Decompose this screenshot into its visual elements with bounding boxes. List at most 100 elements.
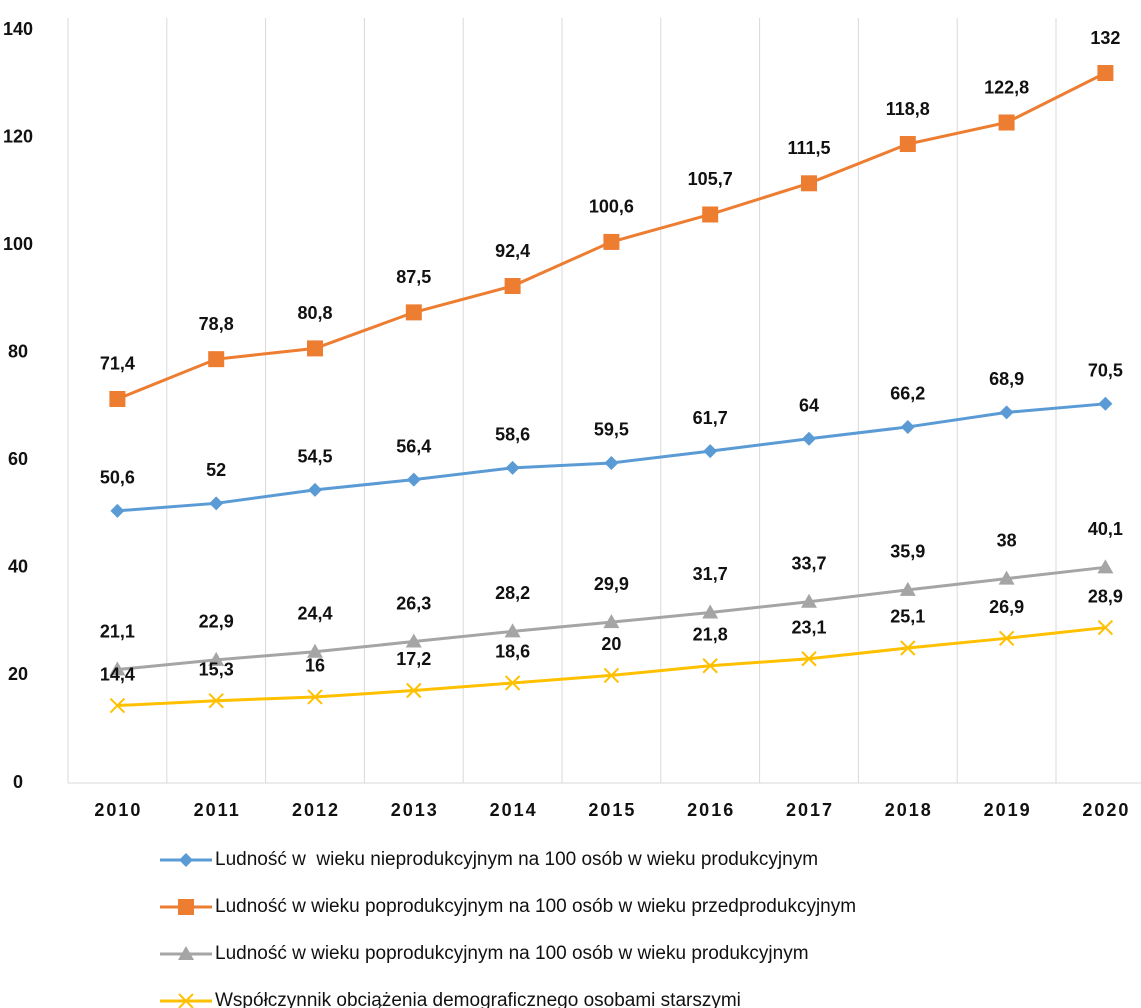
point — [307, 340, 323, 357]
point — [604, 455, 619, 470]
data-label: 111,5 — [787, 138, 830, 158]
data-label: 31,7 — [693, 564, 728, 584]
point — [406, 472, 421, 487]
data-label: 70,5 — [1088, 361, 1123, 381]
x-tick-label: 2014 — [490, 800, 538, 820]
data-label: 33,7 — [791, 553, 826, 573]
point — [899, 581, 916, 596]
data-label: 80,8 — [297, 303, 332, 323]
x-tick-label: 2018 — [885, 800, 933, 820]
data-label: 20 — [601, 634, 621, 654]
data-label: 29,9 — [594, 574, 629, 594]
data-label: 50,6 — [100, 468, 135, 488]
data-label: 92,4 — [495, 241, 530, 261]
point — [702, 206, 719, 223]
data-label: 66,2 — [890, 384, 925, 404]
data-label: 18,6 — [495, 642, 530, 662]
point — [703, 444, 718, 459]
data-label: 64 — [799, 396, 819, 416]
point — [900, 640, 916, 656]
data-label: 38 — [997, 530, 1017, 550]
data-label: 16 — [305, 656, 325, 676]
data-label: 17,2 — [396, 649, 431, 669]
point — [1097, 619, 1114, 636]
point — [110, 503, 125, 518]
data-label: 35,9 — [890, 542, 925, 562]
x-tick-label: 2010 — [94, 800, 142, 820]
x-tick-label: 2012 — [292, 800, 340, 820]
point — [801, 651, 817, 667]
legend-label: Ludność w wieku poprodukcyjnym na 100 os… — [215, 943, 809, 964]
point — [801, 175, 817, 192]
data-label: 25,1 — [890, 607, 925, 627]
point — [998, 630, 1015, 647]
x-tick-label: 2020 — [1082, 800, 1130, 820]
y-tick-label: 100 — [3, 234, 33, 254]
point — [899, 136, 916, 153]
point — [405, 304, 422, 321]
point — [208, 693, 224, 709]
point — [603, 614, 620, 629]
legend-label: Współczynnik obciążenia demograficznego … — [215, 990, 741, 1008]
data-label: 68,9 — [989, 369, 1024, 389]
data-label: 26,3 — [396, 593, 431, 613]
data-label: 54,5 — [297, 447, 332, 467]
data-label: 21,8 — [693, 624, 728, 644]
point — [505, 460, 520, 475]
point — [1097, 559, 1114, 574]
data-label: 26,9 — [989, 597, 1024, 617]
x-tick-label: 2015 — [588, 800, 636, 820]
x-tick-label: 2016 — [687, 800, 735, 820]
point — [209, 496, 224, 511]
legend-marker — [178, 899, 194, 915]
y-tick-label: 140 — [3, 19, 33, 39]
point — [603, 667, 620, 684]
data-label: 22,9 — [199, 612, 234, 632]
data-label: 132 — [1090, 28, 1120, 48]
point — [702, 658, 718, 674]
data-label: 87,5 — [396, 267, 431, 287]
data-label: 52 — [206, 460, 226, 480]
point — [109, 661, 126, 676]
data-label: 40,1 — [1088, 519, 1123, 539]
data-label: 71,4 — [100, 354, 135, 374]
x-tick-label: 2013 — [391, 800, 439, 820]
data-label: 122,8 — [984, 77, 1029, 97]
point — [406, 682, 422, 699]
data-label: 21,1 — [100, 621, 135, 641]
data-label: 15,3 — [199, 659, 234, 679]
data-label: 100,6 — [589, 197, 634, 217]
data-label: 61,7 — [693, 408, 728, 428]
point — [405, 633, 422, 648]
y-tick-label: 20 — [8, 664, 28, 684]
legend-marker — [178, 993, 194, 1008]
data-label: 14,4 — [100, 664, 135, 684]
data-label: 56,4 — [396, 436, 431, 456]
point — [998, 570, 1015, 585]
data-label: 28,2 — [495, 583, 530, 603]
y-tick-label: 40 — [8, 557, 28, 577]
point — [208, 351, 225, 368]
point — [802, 431, 816, 446]
legend-marker — [179, 853, 193, 867]
point — [603, 233, 620, 250]
data-label: 78,8 — [199, 314, 234, 334]
x-tick-label: 2017 — [786, 800, 834, 820]
point — [307, 643, 323, 658]
y-tick-label: 120 — [3, 126, 33, 146]
point — [998, 114, 1015, 131]
point — [900, 419, 915, 434]
legend-label: Ludność w wieku poprodukcyjnym na 100 os… — [215, 896, 856, 917]
point — [109, 697, 126, 714]
y-tick-label: 80 — [8, 341, 28, 361]
point — [801, 593, 817, 608]
point — [1098, 396, 1113, 411]
data-label: 118,8 — [886, 99, 930, 119]
point — [504, 278, 521, 295]
point — [308, 482, 322, 497]
data-label: 28,9 — [1088, 586, 1123, 606]
y-tick-label: 0 — [13, 772, 23, 792]
legend-marker — [178, 946, 194, 960]
point — [504, 675, 521, 691]
